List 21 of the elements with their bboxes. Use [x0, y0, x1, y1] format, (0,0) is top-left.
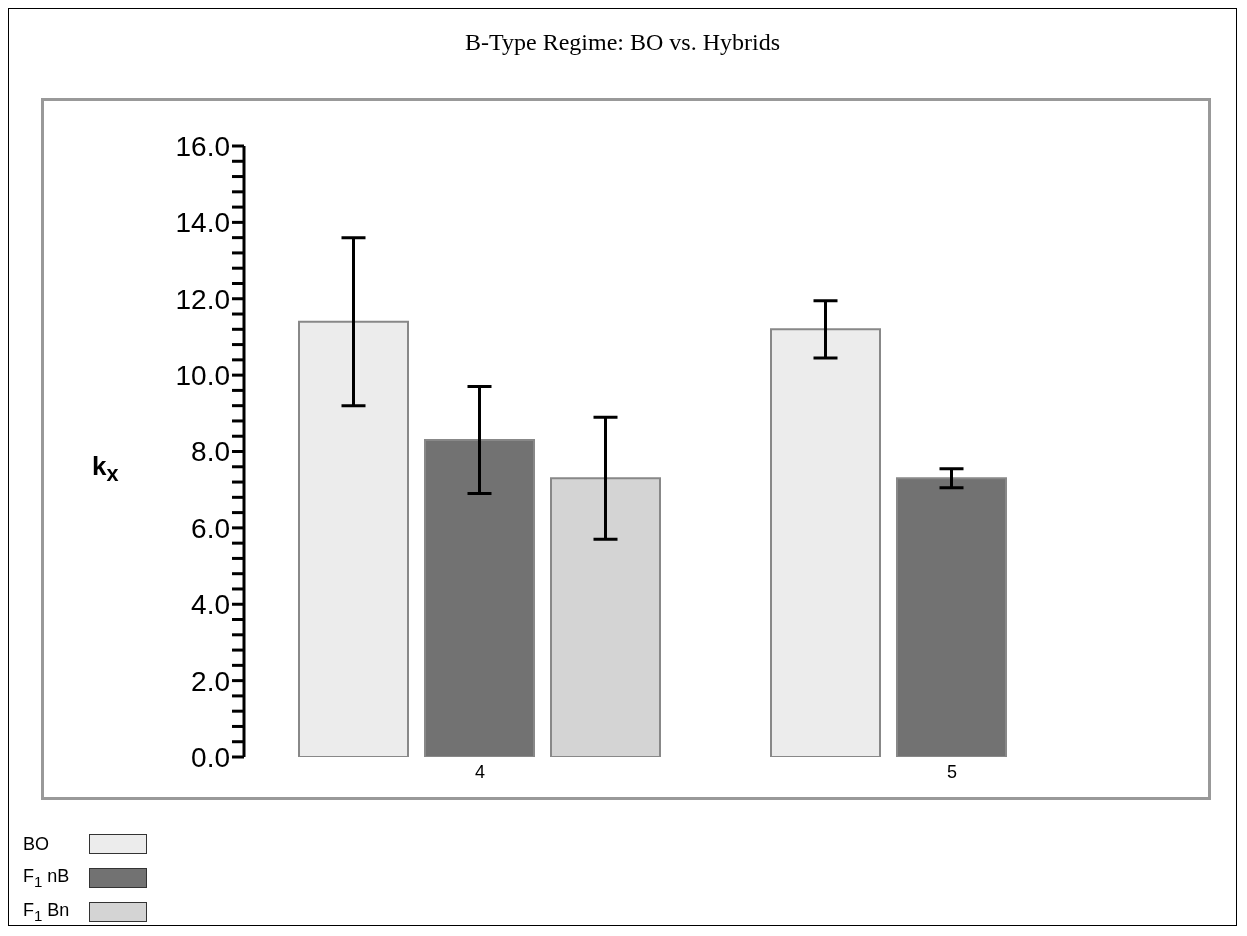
y-tick-label: 2.0	[191, 665, 230, 697]
bar	[424, 439, 535, 757]
x-tick-label: 4	[474, 761, 486, 782]
y-tick-label: 16.0	[175, 130, 230, 162]
y-tick-label: 8.0	[191, 436, 230, 468]
legend-label: F$_{1}$ Bn	[23, 900, 71, 924]
bar	[298, 320, 409, 757]
legend-label: F$_{1}$ nB	[23, 866, 71, 890]
bar	[770, 328, 881, 757]
y-tick-label: 12.0	[175, 283, 230, 315]
x-tick-label: 5	[946, 761, 958, 782]
legend-label: BO	[23, 833, 50, 855]
bar	[896, 477, 1007, 757]
y-tick-label: 10.0	[175, 360, 230, 392]
y-tick-label: 4.0	[191, 589, 230, 621]
chart-title: B-Type Regime: BO vs. Hybrids	[464, 29, 781, 56]
bar	[550, 477, 661, 757]
y-tick-label: 0.0	[191, 741, 230, 773]
y-axis-title: k$_{x}$	[92, 451, 119, 488]
y-tick-label: 6.0	[191, 512, 230, 544]
y-tick-label: 14.0	[175, 207, 230, 239]
